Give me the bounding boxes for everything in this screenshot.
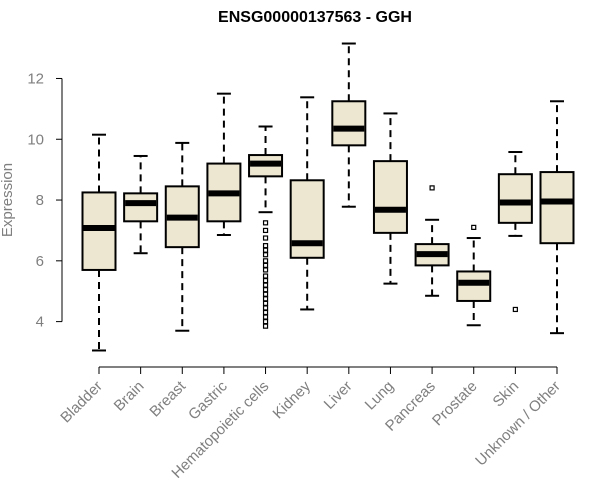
box-hematopoietic-cells bbox=[248, 125, 284, 329]
y-tick-label: 12 bbox=[27, 70, 44, 87]
x-tick-label: Breast bbox=[146, 377, 189, 420]
y-axis-title: Expression bbox=[0, 163, 16, 237]
outlier-point bbox=[471, 224, 477, 230]
outlier-point bbox=[262, 235, 269, 241]
y-axis: 4 6 8 10 12 bbox=[27, 70, 63, 331]
outlier-point bbox=[262, 300, 269, 306]
iqr-box bbox=[372, 160, 408, 234]
outlier-point bbox=[262, 258, 269, 264]
outlier-point bbox=[262, 282, 269, 288]
x-tick-label: Brain bbox=[111, 378, 148, 415]
iqr-box bbox=[123, 192, 159, 223]
chart-title: ENSG00000137563 - GGH bbox=[218, 9, 412, 26]
box-lung bbox=[372, 112, 408, 285]
outlier-point bbox=[262, 243, 269, 249]
box-unknown-other bbox=[539, 100, 575, 335]
box-gastric bbox=[206, 92, 242, 236]
iqr-box bbox=[456, 270, 492, 302]
iqr-box bbox=[539, 171, 575, 245]
outlier-point bbox=[262, 262, 269, 268]
y-tick-label: 10 bbox=[27, 131, 44, 148]
outlier-point bbox=[262, 273, 269, 279]
y-tick-label: 8 bbox=[36, 192, 44, 209]
outlier-point bbox=[262, 227, 269, 234]
y-tick-label: 6 bbox=[36, 253, 44, 270]
outlier-point bbox=[262, 305, 269, 311]
outlier-point bbox=[262, 220, 269, 226]
iqr-box bbox=[497, 173, 533, 224]
outlier-point bbox=[262, 323, 269, 329]
x-tick-label: Prostate bbox=[429, 378, 481, 430]
outlier-point bbox=[262, 287, 269, 293]
box-skin bbox=[497, 151, 533, 313]
box-series bbox=[81, 42, 575, 352]
box-pancreas bbox=[414, 185, 450, 297]
iqr-box bbox=[81, 191, 117, 271]
outlier-point bbox=[262, 296, 269, 302]
box-liver bbox=[331, 42, 367, 208]
outlier-point bbox=[512, 306, 518, 313]
box-kidney bbox=[289, 96, 325, 311]
outlier-point bbox=[262, 267, 269, 273]
x-tick-label: Liver bbox=[321, 378, 356, 413]
iqr-box bbox=[331, 100, 367, 147]
y-tick-label: 4 bbox=[36, 314, 44, 331]
outlier-point bbox=[262, 247, 269, 253]
box-breast bbox=[164, 141, 200, 332]
outlier-point bbox=[262, 309, 269, 316]
outlier-point bbox=[262, 314, 269, 320]
x-tick-label: Skin bbox=[490, 378, 523, 411]
outlier-point bbox=[429, 185, 435, 191]
outlier-point bbox=[262, 291, 269, 297]
outlier-point bbox=[262, 277, 269, 284]
x-tick-label: Bladder bbox=[57, 378, 106, 427]
outlier-point bbox=[262, 252, 269, 258]
box-prostate bbox=[456, 224, 492, 327]
box-brain bbox=[123, 154, 159, 255]
box-bladder bbox=[81, 133, 117, 352]
x-tick-label: Kidney bbox=[270, 377, 315, 422]
outlier-point bbox=[262, 319, 269, 325]
x-tick-label: Lung bbox=[362, 378, 398, 414]
